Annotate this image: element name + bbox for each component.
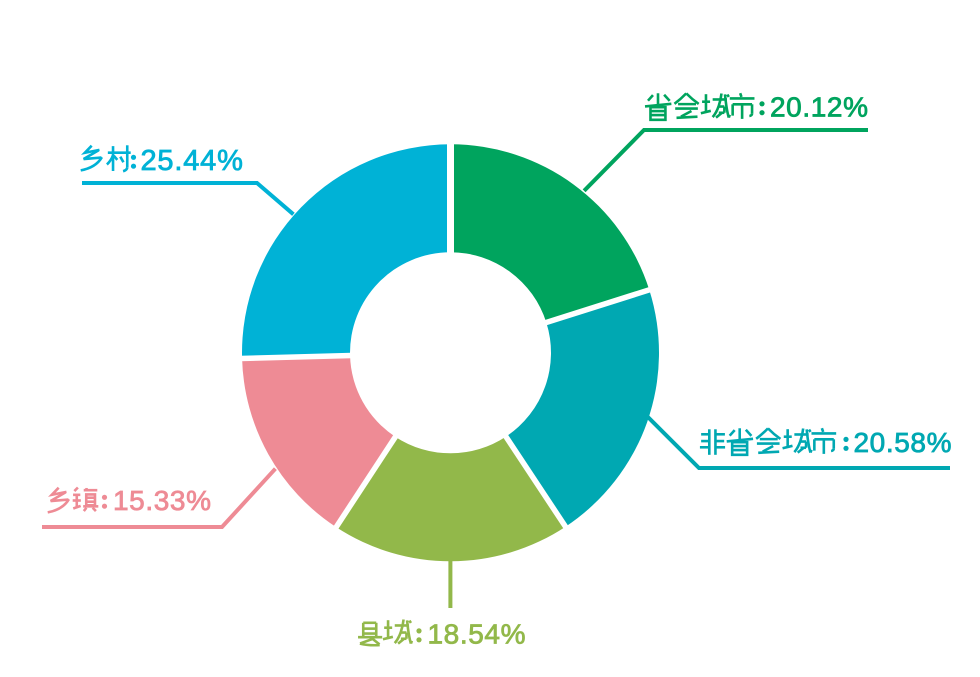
svg-text:25.44%: 25.44% [141,145,244,177]
svg-text:18.54%: 18.54% [428,618,527,649]
svg-text:15.33%: 15.33% [113,485,212,516]
svg-text:20.12%: 20.12% [770,91,869,122]
svg-text:20.58%: 20.58% [854,427,953,458]
